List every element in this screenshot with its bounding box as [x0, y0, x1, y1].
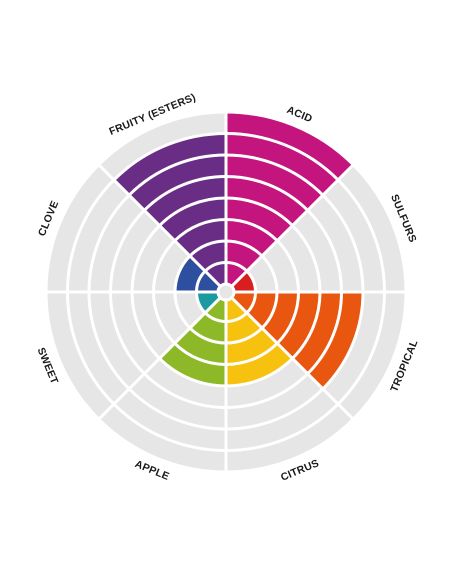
spoke-separator: [230, 296, 356, 422]
spoke-separator: [96, 296, 222, 422]
spoke-separators: [45, 111, 407, 473]
data-wedge-acid: [226, 112, 354, 287]
spoke-separator: [230, 162, 356, 288]
data-wedge-tropical: [231, 292, 363, 389]
spoke-separator: [96, 162, 222, 288]
data-wedge-clove: [175, 255, 221, 292]
